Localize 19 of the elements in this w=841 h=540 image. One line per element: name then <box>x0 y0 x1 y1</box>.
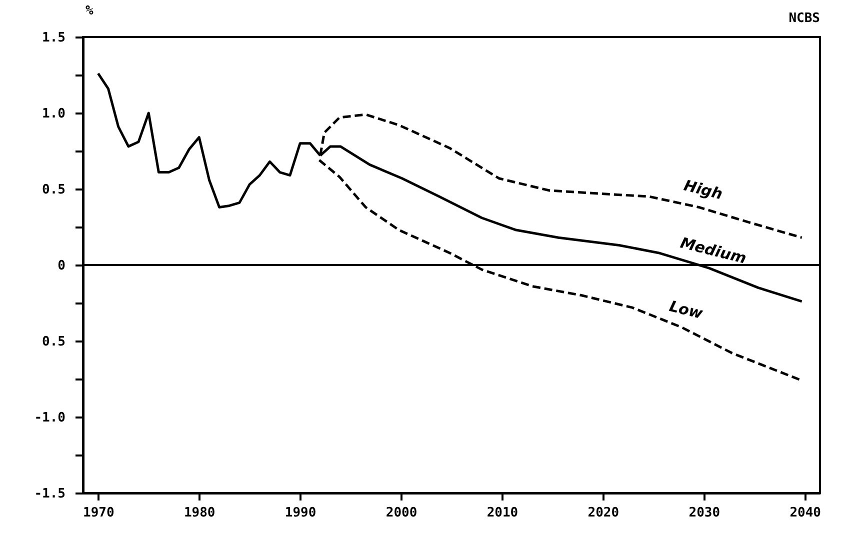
x-tick-label: 1970 <box>82 506 114 520</box>
x-tick-label: 2020 <box>588 506 620 520</box>
x-tick-label: 2000 <box>386 506 418 520</box>
y-tick-label: 0.5 <box>42 182 66 198</box>
x-tick-label: 1990 <box>284 506 316 520</box>
y-axis-title: % <box>86 4 94 18</box>
text: Low <box>667 297 705 323</box>
text: NCBS <box>788 11 820 26</box>
x-tick-label: 1980 <box>184 506 216 520</box>
y-tick-label: 1.5 <box>42 30 66 46</box>
y-tick-label: 1.0 <box>42 106 66 122</box>
y-tick-label: -1.0 <box>34 410 66 426</box>
x-tick-label: 2030 <box>688 506 720 520</box>
y-tick-label: -1.5 <box>34 486 66 502</box>
x-tick-label: 2010 <box>486 506 518 520</box>
x-tick-label: 2040 <box>790 506 822 520</box>
y-tick-label: 0.5 <box>42 334 66 350</box>
text: High <box>682 176 724 204</box>
y-tick-label: 0 <box>58 258 66 274</box>
